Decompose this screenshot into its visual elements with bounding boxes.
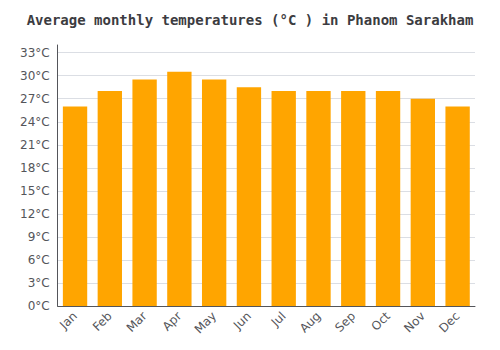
svg-text:Dec: Dec bbox=[436, 309, 462, 335]
svg-text:Average monthly temperatures (: Average monthly temperatures (°C ) in Ph… bbox=[27, 12, 474, 28]
svg-text:24°C: 24°C bbox=[20, 115, 50, 129]
svg-text:30°C: 30°C bbox=[20, 69, 50, 83]
svg-text:3°C: 3°C bbox=[28, 276, 50, 290]
svg-text:Mar: Mar bbox=[124, 309, 150, 335]
svg-text:Sep: Sep bbox=[332, 309, 358, 335]
svg-text:Apr: Apr bbox=[160, 309, 185, 334]
svg-text:33°C: 33°C bbox=[20, 46, 50, 60]
svg-text:27°C: 27°C bbox=[20, 92, 50, 106]
svg-text:Aug: Aug bbox=[297, 309, 323, 335]
svg-text:12°C: 12°C bbox=[20, 207, 50, 221]
svg-text:Oct: Oct bbox=[368, 309, 393, 334]
svg-text:15°C: 15°C bbox=[20, 184, 50, 198]
svg-text:21°C: 21°C bbox=[20, 138, 50, 152]
svg-text:Nov: Nov bbox=[401, 309, 427, 335]
svg-text:Jul: Jul bbox=[268, 309, 289, 330]
svg-text:6°C: 6°C bbox=[28, 253, 50, 267]
svg-text:Jan: Jan bbox=[56, 309, 80, 333]
svg-text:18°C: 18°C bbox=[20, 161, 50, 175]
svg-text:Feb: Feb bbox=[90, 309, 115, 334]
svg-text:May: May bbox=[192, 309, 219, 336]
svg-text:0°C: 0°C bbox=[28, 299, 50, 313]
svg-text:Jun: Jun bbox=[230, 309, 254, 333]
svg-text:9°C: 9°C bbox=[28, 230, 50, 244]
